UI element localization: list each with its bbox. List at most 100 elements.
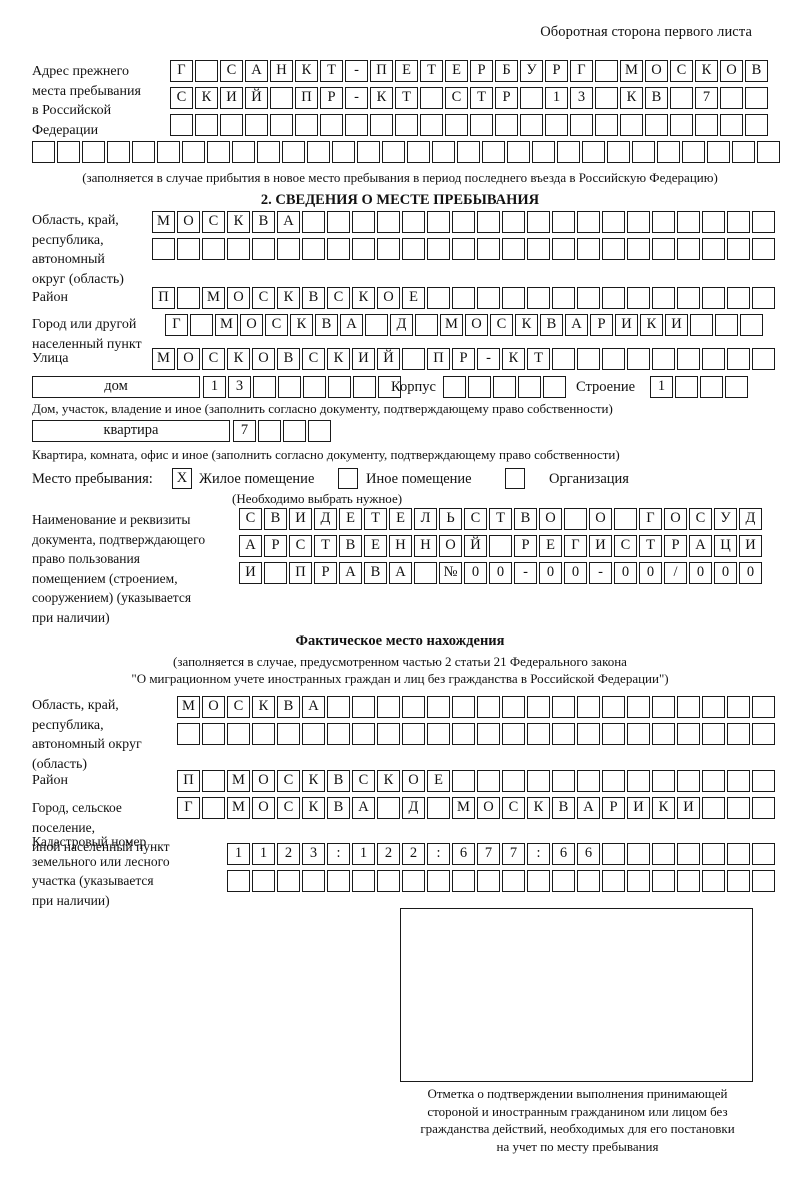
char-cell[interactable] bbox=[527, 211, 550, 233]
char-cell[interactable] bbox=[657, 141, 680, 163]
char-cell[interactable] bbox=[527, 287, 550, 309]
char-cell[interactable]: 0 bbox=[489, 562, 512, 584]
char-cell[interactable] bbox=[377, 211, 400, 233]
char-cell[interactable] bbox=[495, 114, 518, 136]
char-cell[interactable] bbox=[670, 87, 693, 109]
char-cell[interactable]: 1 bbox=[352, 843, 375, 865]
char-cell[interactable] bbox=[752, 287, 775, 309]
char-cell[interactable]: О bbox=[439, 535, 462, 557]
char-cell[interactable]: И bbox=[289, 508, 312, 530]
char-cell[interactable] bbox=[740, 314, 763, 336]
char-cell[interactable] bbox=[727, 843, 750, 865]
char-cell[interactable]: К bbox=[295, 60, 318, 82]
char-cell[interactable] bbox=[577, 723, 600, 745]
char-cell[interactable] bbox=[207, 141, 230, 163]
char-cell[interactable]: Р bbox=[545, 60, 568, 82]
char-cell[interactable] bbox=[252, 723, 275, 745]
char-cell[interactable]: Е bbox=[389, 508, 412, 530]
char-cell[interactable]: К bbox=[527, 797, 550, 819]
char-cell[interactable] bbox=[302, 723, 325, 745]
char-cell[interactable] bbox=[502, 870, 525, 892]
char-cell[interactable]: М bbox=[440, 314, 463, 336]
char-cell[interactable] bbox=[443, 376, 466, 398]
char-cell[interactable] bbox=[414, 562, 437, 584]
char-cell[interactable]: Е bbox=[339, 508, 362, 530]
char-cell[interactable] bbox=[677, 870, 700, 892]
char-cell[interactable]: 0 bbox=[689, 562, 712, 584]
char-cell[interactable]: Р bbox=[590, 314, 613, 336]
char-cell[interactable]: О bbox=[252, 348, 275, 370]
char-cell[interactable] bbox=[277, 238, 300, 260]
char-cell[interactable] bbox=[482, 141, 505, 163]
char-cell[interactable] bbox=[489, 535, 512, 557]
checkbox-residential[interactable]: Х bbox=[172, 468, 192, 489]
char-cell[interactable] bbox=[427, 723, 450, 745]
char-cell[interactable]: К bbox=[327, 348, 350, 370]
char-cell[interactable] bbox=[227, 870, 250, 892]
char-cell[interactable] bbox=[407, 141, 430, 163]
document-row-3[interactable]: И П Р А В А № 0 0-0 0-0 0/0 0 0 bbox=[239, 562, 762, 584]
char-cell[interactable]: П bbox=[177, 770, 200, 792]
char-cell[interactable]: С bbox=[220, 60, 243, 82]
korpus-cells[interactable] bbox=[443, 376, 566, 398]
char-cell[interactable] bbox=[57, 141, 80, 163]
char-cell[interactable] bbox=[727, 211, 750, 233]
char-cell[interactable] bbox=[307, 141, 330, 163]
char-cell[interactable] bbox=[702, 287, 725, 309]
char-cell[interactable] bbox=[677, 843, 700, 865]
char-cell[interactable] bbox=[202, 770, 225, 792]
char-cell[interactable] bbox=[232, 141, 255, 163]
char-cell[interactable] bbox=[152, 238, 175, 260]
char-cell[interactable] bbox=[727, 770, 750, 792]
char-cell[interactable]: В bbox=[540, 314, 563, 336]
char-cell[interactable] bbox=[283, 420, 306, 442]
char-cell[interactable] bbox=[402, 348, 425, 370]
char-cell[interactable]: Р bbox=[264, 535, 287, 557]
char-cell[interactable]: О bbox=[377, 287, 400, 309]
char-cell[interactable]: 0 bbox=[464, 562, 487, 584]
char-cell[interactable]: 7 bbox=[233, 420, 256, 442]
char-cell[interactable]: 1 bbox=[227, 843, 250, 865]
char-cell[interactable] bbox=[552, 696, 575, 718]
char-cell[interactable] bbox=[477, 287, 500, 309]
char-cell[interactable] bbox=[253, 376, 276, 398]
char-cell[interactable]: 0 bbox=[539, 562, 562, 584]
char-cell[interactable]: К bbox=[227, 211, 250, 233]
char-cell[interactable]: А bbox=[565, 314, 588, 336]
char-cell[interactable]: 0 bbox=[564, 562, 587, 584]
char-cell[interactable] bbox=[427, 211, 450, 233]
char-cell[interactable]: 3 bbox=[570, 87, 593, 109]
char-cell[interactable] bbox=[345, 114, 368, 136]
char-cell[interactable]: П bbox=[289, 562, 312, 584]
char-cell[interactable] bbox=[470, 114, 493, 136]
char-cell[interactable] bbox=[320, 114, 343, 136]
char-cell[interactable] bbox=[507, 141, 530, 163]
char-cell[interactable] bbox=[377, 238, 400, 260]
char-cell[interactable] bbox=[602, 723, 625, 745]
char-cell[interactable]: А bbox=[245, 60, 268, 82]
char-cell[interactable]: - bbox=[514, 562, 537, 584]
char-cell[interactable] bbox=[532, 141, 555, 163]
stroenie-cells[interactable]: 1 bbox=[650, 376, 748, 398]
char-cell[interactable] bbox=[302, 211, 325, 233]
char-cell[interactable] bbox=[702, 348, 725, 370]
char-cell[interactable]: Е bbox=[539, 535, 562, 557]
char-cell[interactable]: М bbox=[215, 314, 238, 336]
char-cell[interactable] bbox=[602, 287, 625, 309]
char-cell[interactable]: К bbox=[370, 87, 393, 109]
char-cell[interactable]: К bbox=[640, 314, 663, 336]
char-cell[interactable] bbox=[352, 870, 375, 892]
char-cell[interactable] bbox=[682, 141, 705, 163]
char-cell[interactable] bbox=[502, 287, 525, 309]
char-cell[interactable] bbox=[677, 238, 700, 260]
char-cell[interactable]: И bbox=[352, 348, 375, 370]
char-cell[interactable] bbox=[727, 287, 750, 309]
char-cell[interactable]: О bbox=[720, 60, 743, 82]
char-cell[interactable] bbox=[520, 87, 543, 109]
char-cell[interactable] bbox=[564, 508, 587, 530]
char-cell[interactable]: / bbox=[664, 562, 687, 584]
char-cell[interactable] bbox=[702, 723, 725, 745]
char-cell[interactable] bbox=[352, 696, 375, 718]
